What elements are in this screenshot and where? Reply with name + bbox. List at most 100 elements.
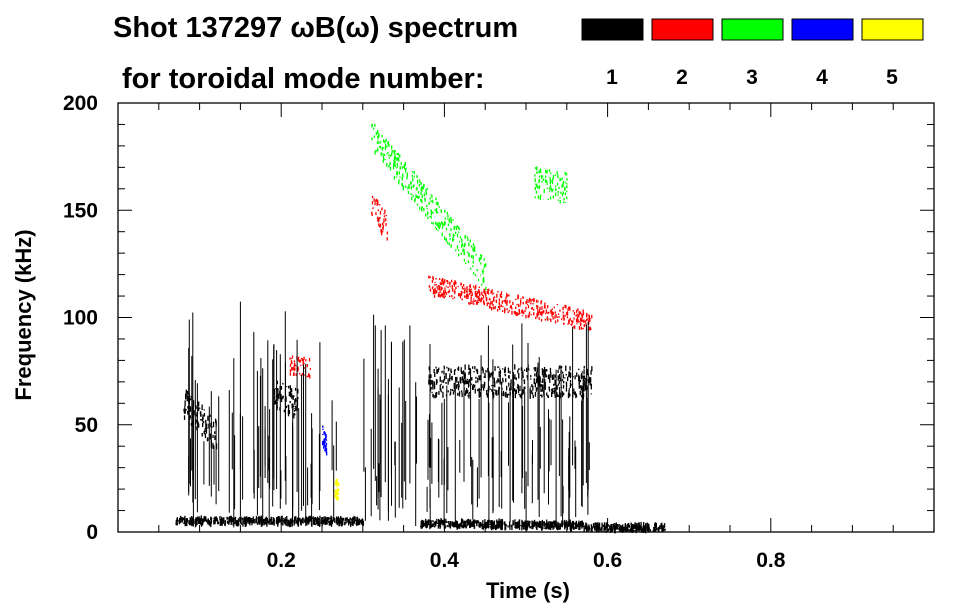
- spectrum-mark: [453, 369, 456, 375]
- spectrum-mark: [534, 174, 536, 177]
- spectrum-mark: [561, 379, 564, 382]
- spectrum-mark: [430, 522, 432, 529]
- spectrum-mark: [479, 292, 481, 297]
- spectrum-mark: [336, 517, 339, 521]
- spectrum-mark: [445, 373, 447, 379]
- spectrum-mark: [470, 255, 473, 258]
- spectrum-mark: [176, 522, 178, 526]
- spectrum-mark: [603, 527, 605, 533]
- streak-mark: [262, 368, 264, 525]
- spectrum-mark: [330, 517, 332, 520]
- spectrum-mark: [534, 392, 537, 397]
- spectrum-mark: [460, 377, 462, 382]
- spectrum-mark: [438, 519, 440, 523]
- spectrum-mark: [457, 226, 459, 229]
- spectrum-mark: [350, 521, 352, 527]
- spectrum-mark: [474, 299, 477, 302]
- spectrum-mark: [539, 196, 541, 200]
- spectrum-mark: [523, 369, 526, 372]
- spectrum-mark: [297, 397, 299, 400]
- spectrum-mark: [432, 385, 434, 390]
- spectrum-mark: [543, 189, 545, 193]
- spectrum-mark: [515, 298, 517, 300]
- spectrum-mark: [322, 425, 324, 428]
- spectrum-mark: [290, 358, 293, 360]
- spectrum-mark: [557, 394, 559, 398]
- spectrum-mark: [352, 521, 354, 526]
- spectrum-mark: [306, 364, 308, 368]
- spectrum-mark: [279, 518, 281, 523]
- spectrum-mark: [406, 176, 408, 180]
- spectrum-mark: [542, 175, 544, 177]
- spectrum-mark: [288, 522, 290, 527]
- spectrum-mark: [533, 298, 535, 303]
- spectrum-mark: [578, 311, 580, 315]
- spectrum-mark: [578, 314, 580, 318]
- spectrum-mark: [497, 306, 500, 309]
- spectrum-mark: [212, 434, 214, 438]
- spectrum-mark: [200, 522, 202, 525]
- streak-mark: [470, 369, 472, 467]
- spectrum-mark: [280, 394, 282, 400]
- spectrum-mark: [428, 275, 430, 279]
- spectrum-mark: [534, 367, 537, 371]
- spectrum-mark: [581, 319, 583, 322]
- spectrum-mark: [471, 522, 473, 525]
- spectrum-mark: [308, 358, 311, 362]
- spectrum-mark: [479, 375, 481, 380]
- spectrum-mark: [226, 520, 229, 524]
- spectrum-mark: [583, 369, 585, 375]
- spectrum-mark: [433, 525, 435, 528]
- spectrum-mark: [561, 177, 563, 180]
- spectrum-mark: [253, 518, 255, 524]
- spectrum-mark: [308, 518, 310, 524]
- spectrum-mark: [437, 229, 439, 231]
- spectrum-mark: [442, 294, 444, 298]
- spectrum-mark: [472, 248, 474, 252]
- spectrum-mark: [632, 529, 634, 532]
- spectrum-mark: [406, 172, 408, 176]
- streak-mark: [488, 402, 490, 527]
- spectrum-mark: [545, 169, 547, 174]
- spectrum-mark: [445, 525, 447, 528]
- streak-mark: [587, 397, 589, 497]
- spectrum-mark: [538, 522, 541, 528]
- spectrum-mark: [374, 151, 376, 155]
- spectrum-mark: [539, 168, 542, 170]
- spectrum-mark: [572, 310, 574, 312]
- spectrum-mark: [532, 303, 534, 305]
- spectrum-mark: [522, 389, 524, 395]
- spectrum-mark: [470, 290, 473, 293]
- spectrum-mark: [496, 390, 498, 396]
- spectrum-mark: [458, 241, 461, 243]
- spectrum-mark: [360, 519, 363, 525]
- spectrum-mark: [466, 294, 468, 296]
- spectrum-mark: [413, 171, 415, 175]
- spectrum-mark: [551, 178, 554, 182]
- spectrum-mark: [472, 285, 475, 288]
- spectrum-mark: [498, 379, 500, 383]
- spectrum-mark: [287, 409, 290, 415]
- spectrum-mark: [464, 522, 466, 524]
- streak-mark: [543, 372, 545, 494]
- spectrum-mark: [649, 529, 652, 532]
- spectrum-mark: [624, 528, 626, 531]
- spectrum-mark: [481, 366, 484, 371]
- streak-mark: [491, 437, 493, 478]
- spectrum-mark: [305, 359, 307, 362]
- spectrum-mark: [521, 309, 524, 314]
- spectrum-mark: [344, 517, 346, 521]
- spectrum-mark: [452, 235, 455, 238]
- spectrum-mark: [286, 521, 288, 523]
- spectrum-mark: [632, 525, 634, 530]
- spectrum-mark: [312, 516, 314, 522]
- spectrum-mark: [295, 519, 297, 524]
- spectrum-mark: [293, 412, 295, 419]
- spectrum-mark: [432, 520, 434, 523]
- spectrum-mark: [408, 184, 410, 188]
- spectrum-mark: [393, 156, 396, 159]
- spectrum-mark: [421, 201, 423, 204]
- spectrum-mark: [440, 209, 442, 213]
- spectrum-mark: [310, 515, 312, 521]
- spectrum-mark: [583, 324, 585, 327]
